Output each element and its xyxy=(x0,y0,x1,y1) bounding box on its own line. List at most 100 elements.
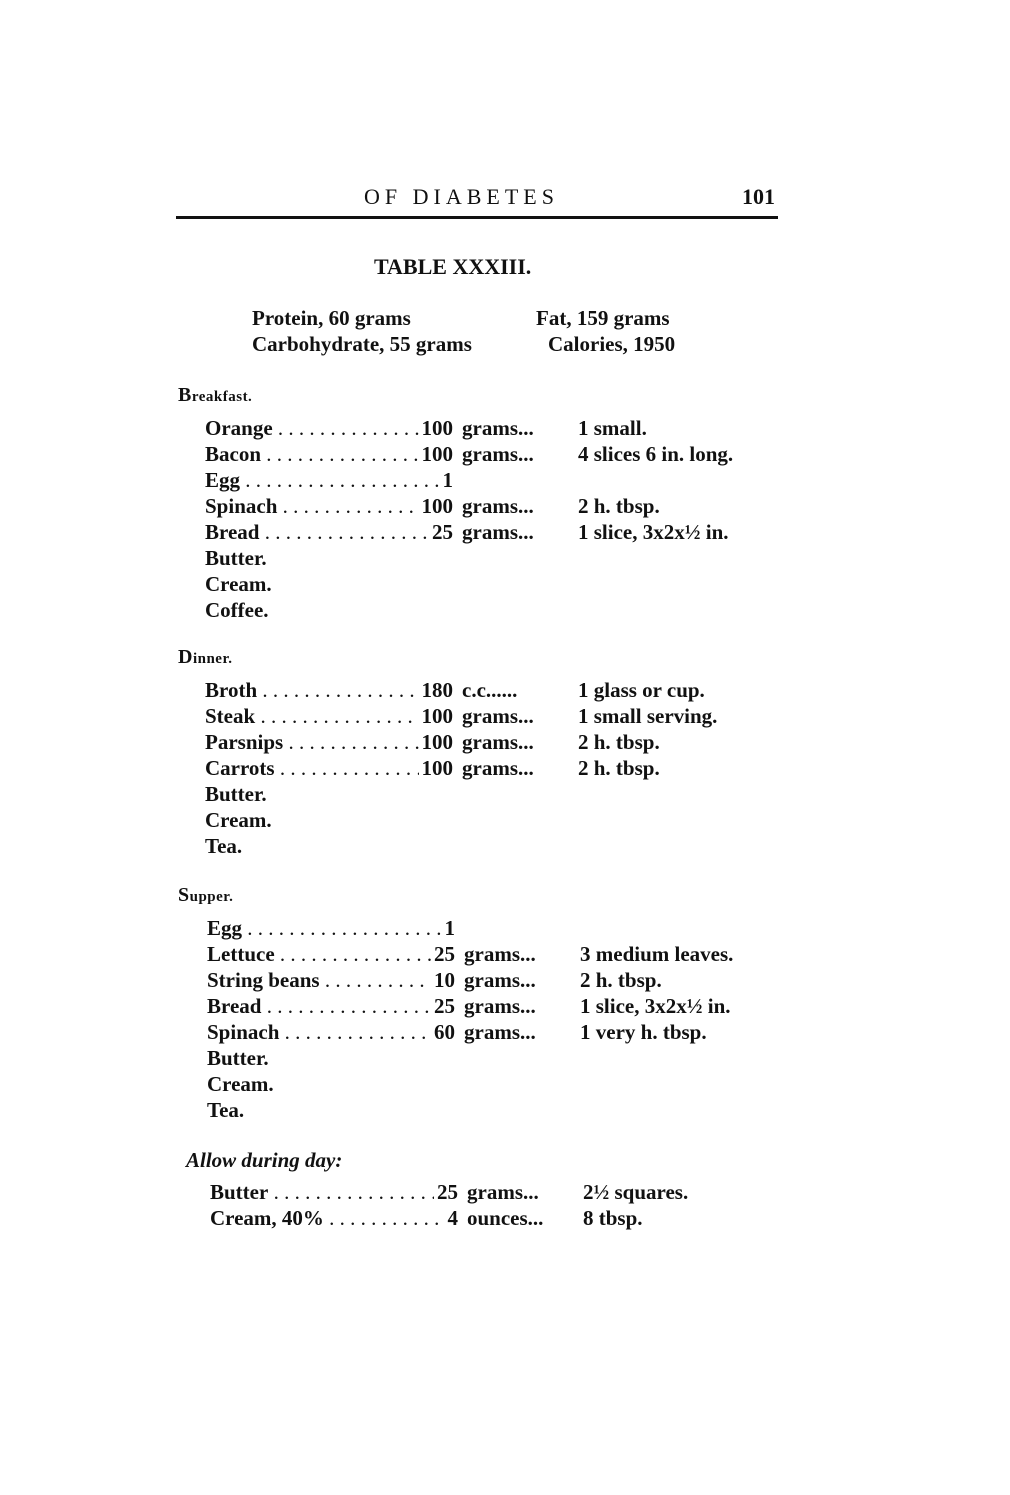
food-unit: grams... xyxy=(462,520,534,544)
table-row: Cream. xyxy=(205,807,805,833)
food-item: Egg xyxy=(205,467,450,493)
food-unit: grams... xyxy=(462,494,534,518)
food-amount: 1 xyxy=(439,467,453,493)
food-item: String beans xyxy=(207,967,452,993)
table-row: Bread25 grams... 1 slice, 3x2x½ in. xyxy=(205,519,805,545)
food-item: Broth xyxy=(205,677,450,703)
section-heading: Allow during day: xyxy=(186,1148,343,1172)
table-row: Bacon100 grams... 4 slices 6 in. long. xyxy=(205,441,805,467)
table-row: Egg1 xyxy=(205,467,805,493)
table-row: Cream, 40%4 ounces... 8 tbsp. xyxy=(210,1205,810,1231)
household-measure: 4 slices 6 in. long. xyxy=(578,442,734,466)
table-row: Spinach100 grams... 2 h. tbsp. xyxy=(205,493,805,519)
food-unit: grams... xyxy=(462,756,534,780)
household-measure: 8 tbsp. xyxy=(583,1206,643,1230)
table-row: Parsnips100 grams... 2 h. tbsp. xyxy=(205,729,805,755)
household-measure: 1 glass or cup. xyxy=(578,678,705,702)
food-unit: c.c...... xyxy=(462,678,518,702)
table-row: Steak100 grams... 1 small serving. xyxy=(205,703,805,729)
food-amount: 180 xyxy=(418,677,453,703)
table-row: Butter. xyxy=(205,781,805,807)
table-row: Orange100 grams... 1 small. xyxy=(205,415,805,441)
food-item: Cream. xyxy=(205,572,272,596)
table-row: String beans10 grams... 2 h. tbsp. xyxy=(207,967,807,993)
table-row: Tea. xyxy=(207,1097,807,1123)
food-item: Carrots xyxy=(205,755,450,781)
table-row: Spinach60 grams... 1 very h. tbsp. xyxy=(207,1019,807,1045)
page-number: 101 xyxy=(742,184,775,209)
food-amount: 4 xyxy=(444,1205,458,1231)
food-item: Bread xyxy=(207,993,452,1019)
food-amount: 25 xyxy=(431,941,455,967)
food-unit: grams... xyxy=(464,968,536,992)
food-item: Tea. xyxy=(205,834,243,858)
food-unit: grams... xyxy=(464,942,536,966)
food-item: Butter. xyxy=(207,1046,269,1070)
food-item: Lettuce xyxy=(207,941,452,967)
table-row: Coffee. xyxy=(205,597,805,623)
food-amount: 100 xyxy=(418,729,453,755)
table-row: Cream. xyxy=(205,571,805,597)
household-measure: 1 slice, 3x2x½ in. xyxy=(580,994,731,1018)
food-amount: 60 xyxy=(431,1019,455,1045)
food-unit: grams... xyxy=(464,994,536,1018)
household-measure: 1 small serving. xyxy=(578,704,718,728)
food-item: Coffee. xyxy=(205,598,269,622)
food-item: Bread xyxy=(205,519,450,545)
food-item: Cream, 40% xyxy=(210,1205,455,1231)
food-item: Butter xyxy=(210,1179,455,1205)
table-row: Broth180 c.c...... 1 glass or cup. xyxy=(205,677,805,703)
food-amount: 25 xyxy=(429,519,453,545)
food-unit: grams... xyxy=(462,704,534,728)
table-row: Butter. xyxy=(205,545,805,571)
table-row: Egg1 xyxy=(207,915,807,941)
food-amount: 100 xyxy=(418,755,453,781)
food-item: Cream. xyxy=(205,808,272,832)
food-amount: 25 xyxy=(431,993,455,1019)
section-heading: Breakfast. xyxy=(178,384,253,406)
food-amount: 100 xyxy=(418,703,453,729)
food-item: Steak xyxy=(205,703,450,729)
food-amount: 100 xyxy=(418,493,453,519)
household-measure: 2 h. tbsp. xyxy=(578,730,660,754)
food-amount: 10 xyxy=(431,967,455,993)
food-item: Parsnips xyxy=(205,729,450,755)
table-row: Tea. xyxy=(205,833,805,859)
food-amount: 1 xyxy=(441,915,455,941)
section-heading: Supper. xyxy=(178,884,234,906)
household-measure: 1 very h. tbsp. xyxy=(580,1020,707,1044)
household-measure: 1 small. xyxy=(578,416,647,440)
food-unit: grams... xyxy=(462,442,534,466)
household-measure: 2 h. tbsp. xyxy=(580,968,662,992)
food-item: Spinach xyxy=(205,493,450,519)
running-title: OF DIABETES xyxy=(364,184,559,209)
header-rule xyxy=(176,216,778,219)
table-row: Lettuce25 grams... 3 medium leaves. xyxy=(207,941,807,967)
macro-calories: Calories, 1950 xyxy=(548,332,676,356)
household-measure: 1 slice, 3x2x½ in. xyxy=(578,520,729,544)
food-item: Butter. xyxy=(205,782,267,806)
food-item: Bacon xyxy=(205,441,450,467)
food-item: Spinach xyxy=(207,1019,452,1045)
food-amount: 100 xyxy=(418,441,453,467)
macro-fat: Fat, 159 grams xyxy=(536,306,670,330)
food-amount: 100 xyxy=(418,415,453,441)
table-row: Bread25 grams... 1 slice, 3x2x½ in. xyxy=(207,993,807,1019)
macro-protein: Protein, 60 grams xyxy=(252,306,411,330)
food-item: Butter. xyxy=(205,546,267,570)
food-item: Orange xyxy=(205,415,450,441)
table-row: Butter. xyxy=(207,1045,807,1071)
household-measure: 2 h. tbsp. xyxy=(578,756,660,780)
table-row: Cream. xyxy=(207,1071,807,1097)
food-unit: grams... xyxy=(462,730,534,754)
macro-carbohydrate: Carbohydrate, 55 grams xyxy=(252,332,472,356)
table-row: Carrots100 grams... 2 h. tbsp. xyxy=(205,755,805,781)
food-amount: 25 xyxy=(434,1179,458,1205)
household-measure: 3 medium leaves. xyxy=(580,942,734,966)
food-unit: grams... xyxy=(462,416,534,440)
food-unit: grams... xyxy=(464,1020,536,1044)
table-title: TABLE XXXIII. xyxy=(374,254,532,279)
table-row: Butter25 grams... 2½ squares. xyxy=(210,1179,810,1205)
food-item: Tea. xyxy=(207,1098,245,1122)
